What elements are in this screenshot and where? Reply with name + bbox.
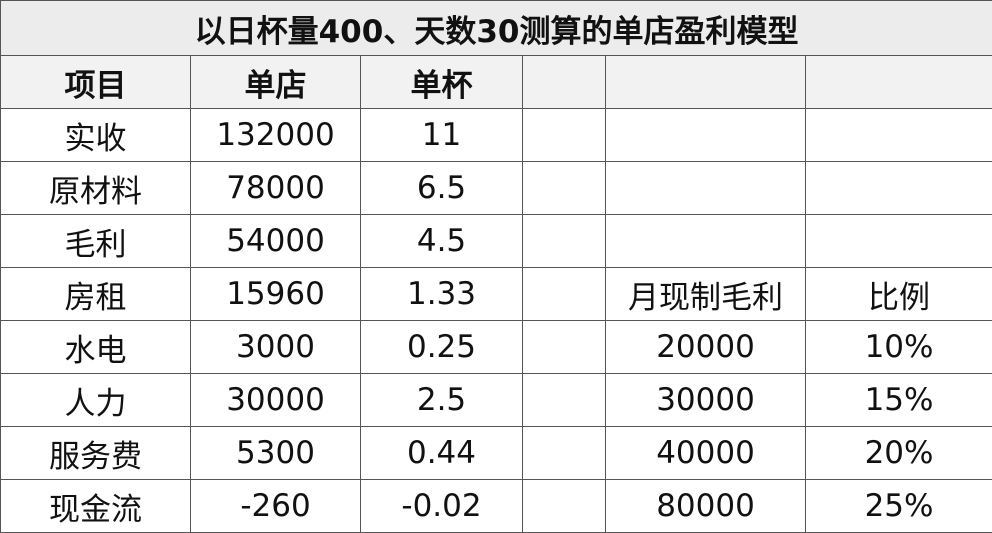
item-cell: 水电 [1, 321, 191, 374]
table-title: 以日杯量400、天数30测算的单店盈利模型 [1, 1, 992, 56]
empty-cell [523, 374, 606, 427]
side-value-cell: 10% [806, 321, 992, 374]
value-cell: 3000 [191, 321, 361, 374]
empty-cell [606, 215, 806, 268]
empty-cell [606, 56, 806, 109]
side-value-cell: 20% [806, 427, 992, 480]
empty-cell [606, 162, 806, 215]
side-header-cell: 比例 [806, 268, 992, 321]
value-cell: 2.5 [361, 374, 523, 427]
side-value-cell: 25% [806, 480, 992, 533]
title-row: 以日杯量400、天数30测算的单店盈利模型 [1, 1, 992, 56]
value-cell: 0.25 [361, 321, 523, 374]
item-cell: 现金流 [1, 480, 191, 533]
header-cell: 项目 [1, 56, 191, 109]
item-cell: 房租 [1, 268, 191, 321]
empty-cell [806, 215, 992, 268]
value-cell: -0.02 [361, 480, 523, 533]
header-row: 项目单店单杯 [1, 56, 992, 109]
empty-cell [523, 56, 606, 109]
value-cell: -260 [191, 480, 361, 533]
empty-cell [523, 480, 606, 533]
side-value-cell: 30000 [606, 374, 806, 427]
value-cell: 5300 [191, 427, 361, 480]
value-cell: 78000 [191, 162, 361, 215]
side-value-cell: 40000 [606, 427, 806, 480]
item-cell: 原材料 [1, 162, 191, 215]
value-cell: 30000 [191, 374, 361, 427]
side-header-cell: 月现制毛利 [606, 268, 806, 321]
value-cell: 15960 [191, 268, 361, 321]
value-cell: 0.44 [361, 427, 523, 480]
empty-cell [606, 109, 806, 162]
value-cell: 6.5 [361, 162, 523, 215]
header-cell: 单店 [191, 56, 361, 109]
empty-cell [523, 321, 606, 374]
item-cell: 实收 [1, 109, 191, 162]
empty-cell [806, 162, 992, 215]
value-cell: 1.33 [361, 268, 523, 321]
item-cell: 毛利 [1, 215, 191, 268]
empty-cell [523, 268, 606, 321]
header-cell: 单杯 [361, 56, 523, 109]
side-value-cell: 20000 [606, 321, 806, 374]
value-cell: 11 [361, 109, 523, 162]
empty-cell [523, 427, 606, 480]
side-value-cell: 15% [806, 374, 992, 427]
side-value-cell: 80000 [606, 480, 806, 533]
value-cell: 4.5 [361, 215, 523, 268]
item-cell: 服务费 [1, 427, 191, 480]
empty-cell [806, 109, 992, 162]
item-cell: 人力 [1, 374, 191, 427]
empty-cell [523, 109, 606, 162]
value-cell: 54000 [191, 215, 361, 268]
empty-cell [523, 215, 606, 268]
empty-cell [806, 56, 992, 109]
value-cell: 132000 [191, 109, 361, 162]
empty-cell [523, 162, 606, 215]
